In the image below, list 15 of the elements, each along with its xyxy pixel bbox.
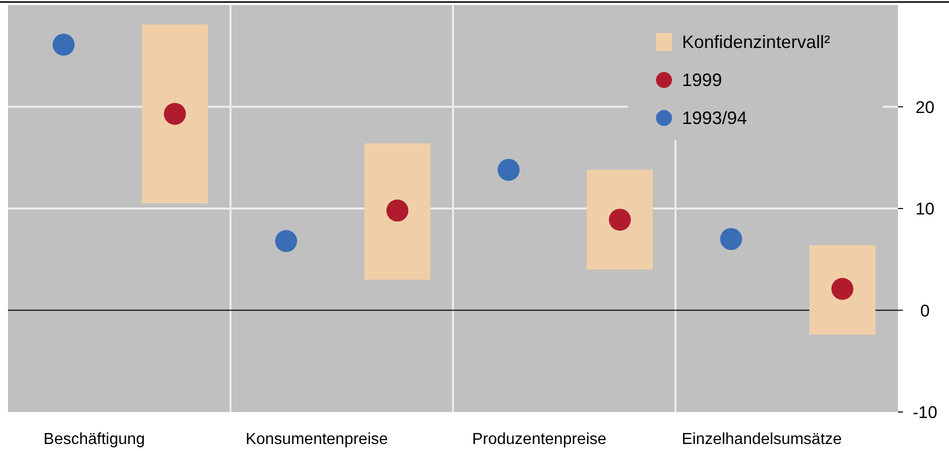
x-tick-label: Einzelhandelsumsätze [682,431,842,448]
x-tick-label: Konsumentenpreise [246,431,388,448]
y-tick-label: 20 [916,98,934,117]
y-tick-label: -10 [912,403,938,422]
bar [809,245,876,335]
y-tick-label: 10 [916,200,934,218]
x-tick-label: Produzentenpreise [472,431,607,448]
bar [364,143,430,280]
legend-label: 1999 [682,70,722,90]
legend-label: 1993/94 [682,108,748,128]
y-tick-label: 0 [920,301,930,320]
bar [142,24,208,204]
bar [586,170,653,270]
x-tick-label: Beschäftigung [44,431,145,448]
legend-label: Konfidenzintervall² [682,32,830,52]
